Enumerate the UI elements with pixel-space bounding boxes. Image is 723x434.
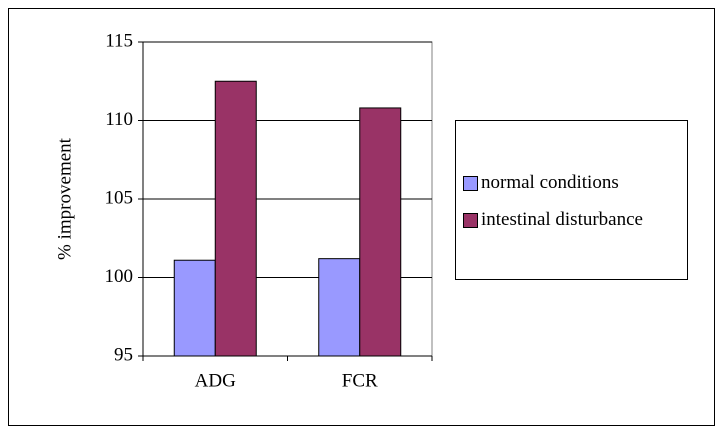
- legend: normal conditions intestinal disturbance: [455, 120, 688, 280]
- y-tick-label: 115: [105, 30, 133, 51]
- y-tick-label: 110: [105, 109, 133, 130]
- legend-entry: normal conditions: [463, 165, 651, 200]
- bar: [359, 107, 402, 357]
- bar: [214, 80, 257, 357]
- x-tick-label: FCR: [342, 370, 378, 391]
- chart-border: [8, 8, 715, 426]
- y-axis-title: % improvement: [54, 137, 75, 260]
- y-tick-label: 105: [105, 187, 134, 208]
- legend-label: normal conditions: [481, 172, 619, 193]
- bar: [318, 258, 361, 357]
- y-tick-label: 95: [114, 344, 133, 365]
- legend-swatch: [463, 213, 478, 228]
- y-tick-label: 100: [105, 266, 134, 287]
- legend-label: intestinal disturbance: [481, 209, 643, 230]
- legend-swatch: [463, 176, 478, 191]
- x-tick-label: ADG: [195, 370, 236, 391]
- bar: [173, 259, 216, 357]
- legend-entry: intestinal disturbance: [463, 202, 651, 237]
